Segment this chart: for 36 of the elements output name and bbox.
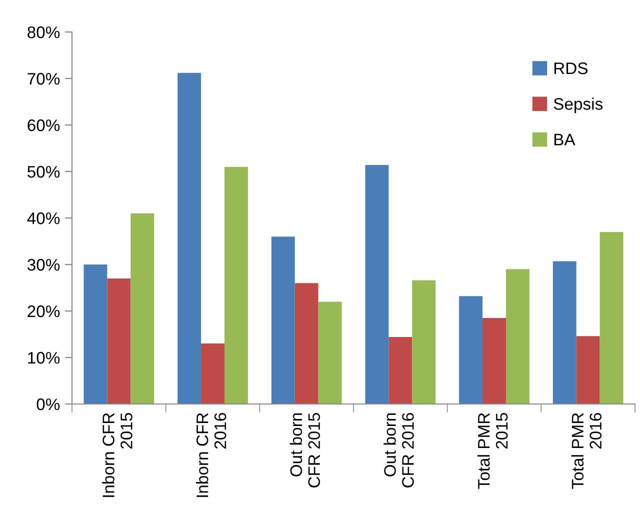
x-tick-label: Total PMR 2015 [478, 413, 508, 489]
bar [365, 164, 389, 404]
x-tick-label: Out born CFR 2016 [384, 413, 414, 488]
x-tick-label: Inborn CFR 2016 [196, 413, 226, 497]
y-tick-label: 50% [28, 166, 60, 178]
y-tick-label: 30% [27, 258, 60, 271]
legend-label: RDS [554, 62, 588, 74]
bar [552, 261, 576, 404]
legend-label: BA [554, 134, 576, 146]
bar [459, 296, 483, 404]
bar [506, 269, 530, 404]
bar [388, 337, 412, 404]
bar [294, 283, 318, 404]
bar [107, 278, 131, 404]
y-tick-label: 70% [28, 72, 60, 85]
y-tick-label: 0% [36, 398, 60, 410]
x-tick-label: Total PMR 2016 [571, 413, 602, 489]
legend-label: Sepsis [554, 98, 603, 114]
bar [412, 280, 436, 404]
y-tick-label: 80% [28, 26, 60, 38]
y-tick-label: 20% [28, 305, 60, 318]
bar [201, 344, 224, 404]
bar [318, 302, 342, 404]
x-tick-label: Inborn CFR 2015 [102, 413, 132, 497]
bar [482, 318, 506, 404]
bar [224, 166, 248, 404]
bar [178, 72, 202, 404]
bar [600, 232, 624, 404]
bar [576, 336, 600, 404]
bar [84, 264, 108, 404]
y-tick-label: 10% [28, 352, 60, 364]
y-tick-label: 60% [28, 119, 60, 132]
bar [271, 236, 295, 404]
x-tick-label: Out born CFR 2015 [290, 413, 320, 488]
y-tick-label: 40% [27, 212, 60, 224]
bar [130, 213, 154, 404]
